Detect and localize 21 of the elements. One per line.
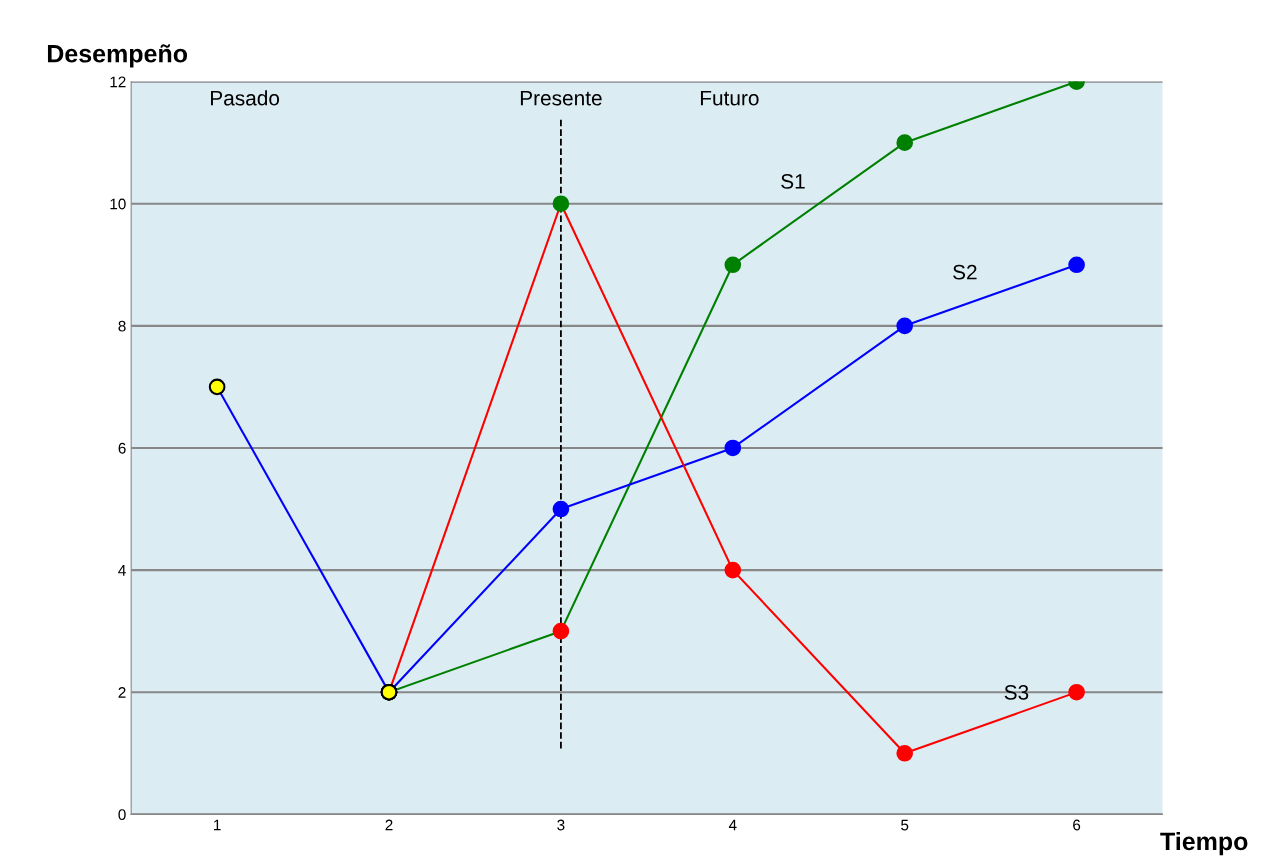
series-label: S2	[953, 264, 977, 280]
x-axis-title: Tiempo	[1160, 831, 1248, 856]
y-tick-label: 4	[118, 565, 126, 576]
series-label: S3	[1004, 684, 1029, 700]
y-tick-label: 8	[118, 320, 126, 332]
y-axis-title: Desempeño	[47, 44, 188, 68]
series-label: S1	[781, 174, 805, 189]
y-tick-label: 10	[110, 198, 126, 210]
x-tick-label: 2	[385, 819, 393, 831]
y-tick-label: 6	[118, 442, 126, 454]
x-tick-label: 3	[557, 819, 565, 831]
annotation: Pasado	[211, 90, 280, 106]
x-tick-label: 4	[728, 819, 737, 831]
annotation: Futuro	[700, 90, 759, 106]
x-tick-label: 6	[1073, 819, 1081, 831]
y-tick-label: 0	[118, 809, 126, 821]
ref-line-label: Presente	[520, 90, 602, 106]
x-tick-label: 1	[214, 819, 221, 831]
x-tick-label: 5	[901, 819, 909, 831]
y-tick-label: 12	[110, 76, 126, 88]
y-tick-label: 2	[118, 687, 126, 698]
